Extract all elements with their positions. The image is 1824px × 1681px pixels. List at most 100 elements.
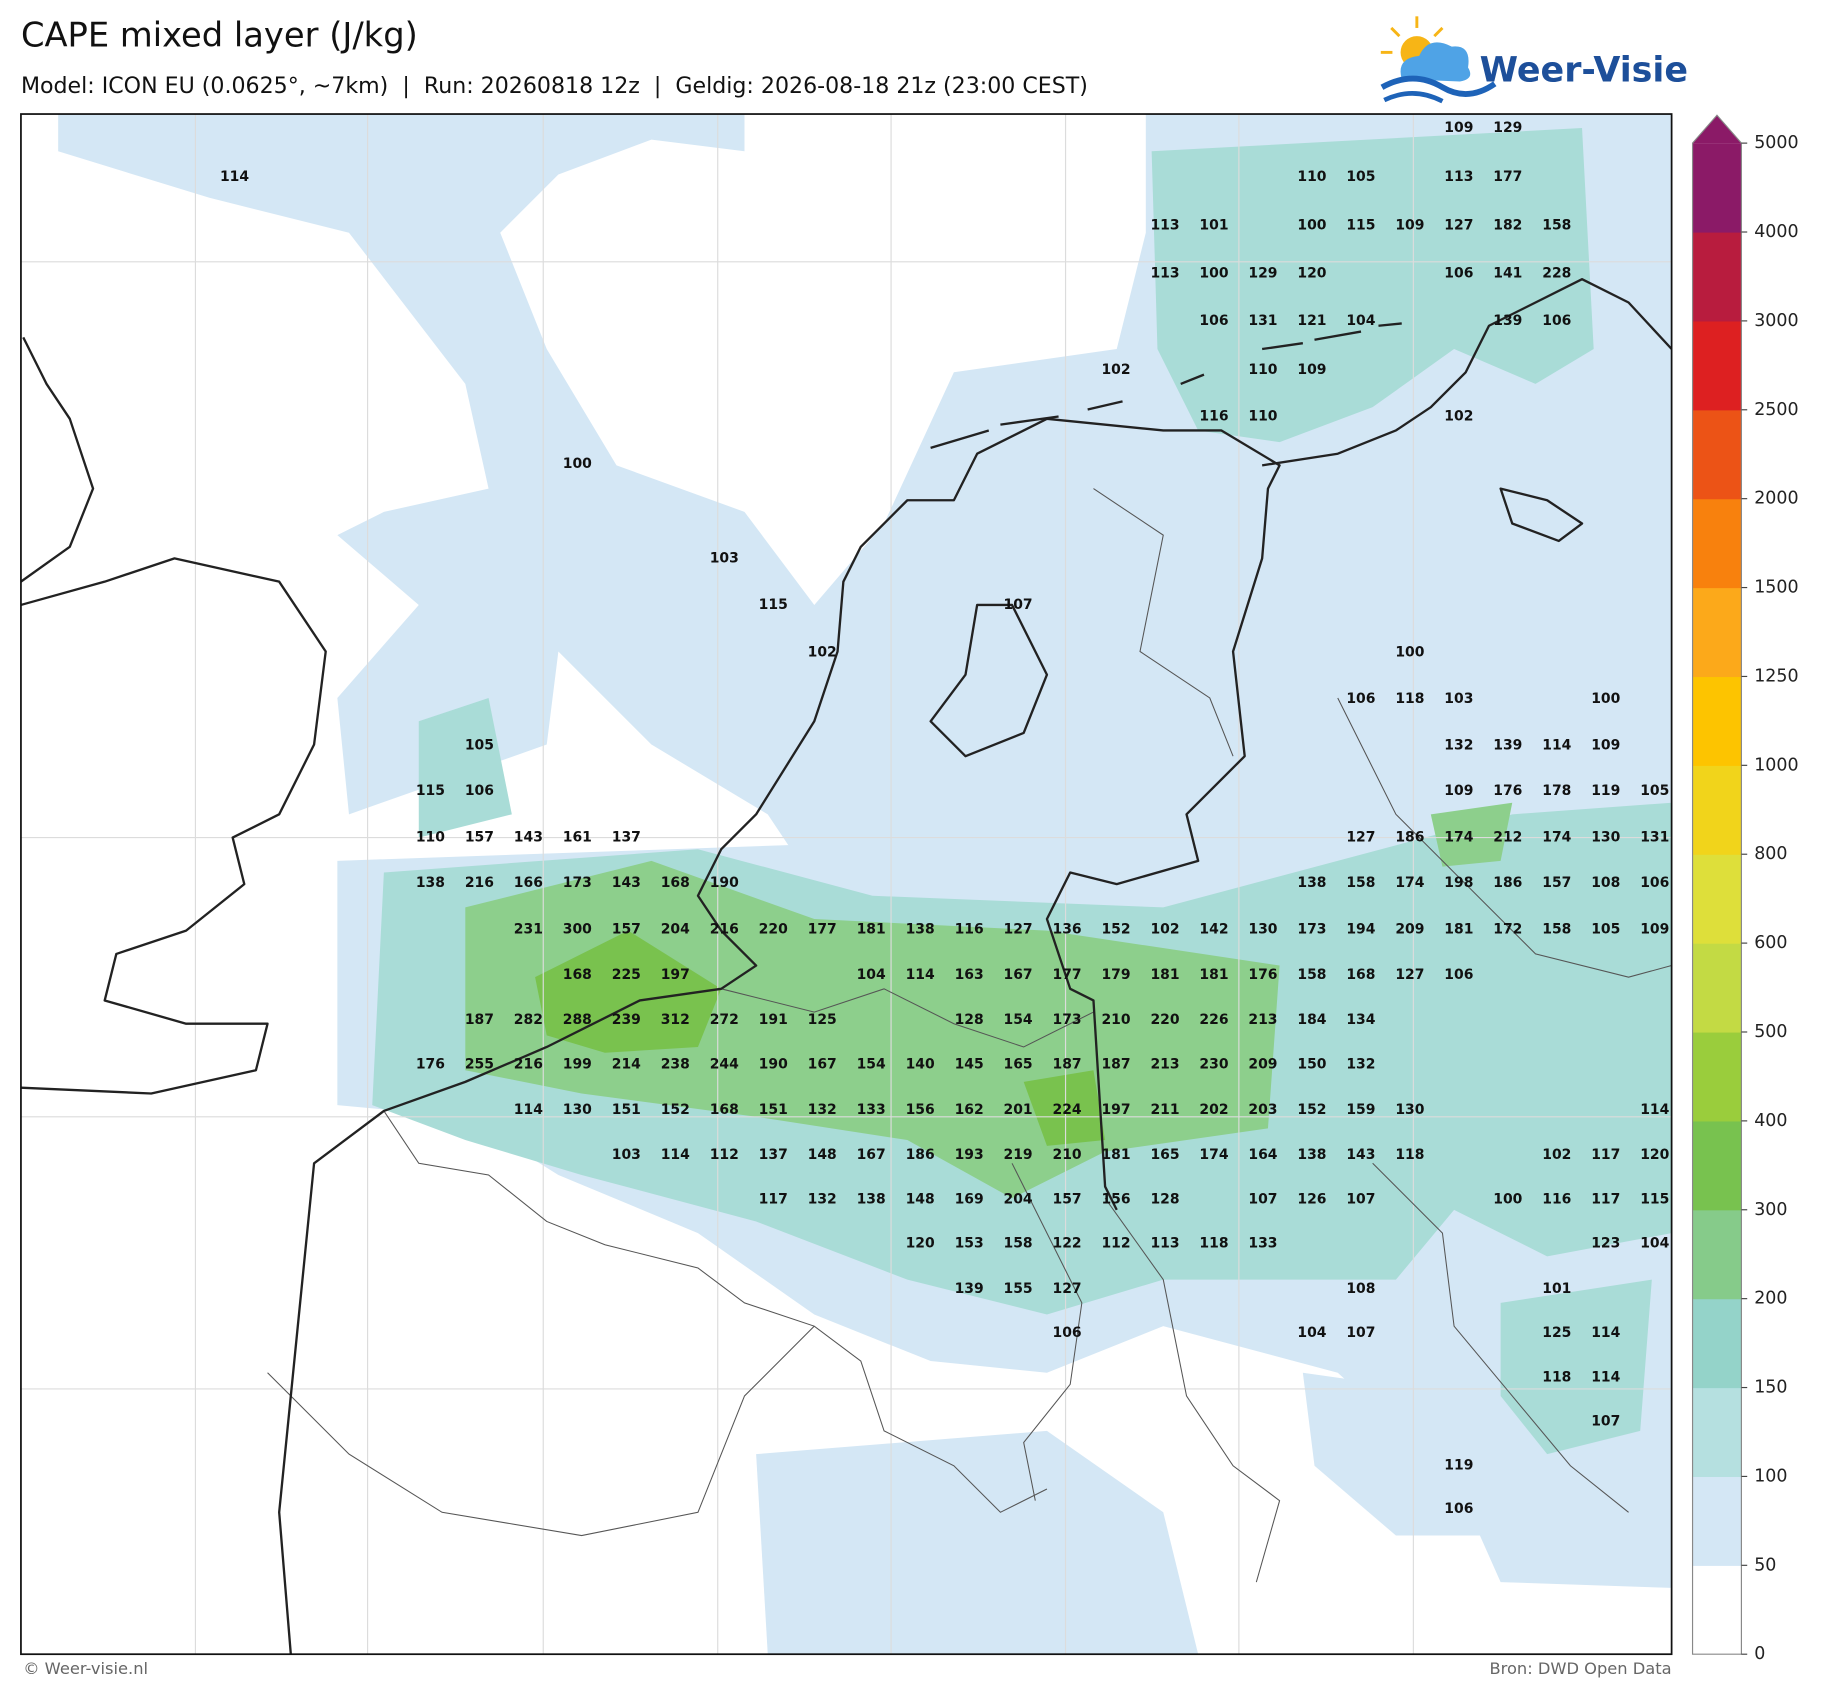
cape-label: 106 [1542, 313, 1571, 329]
cape-label: 145 [955, 1056, 984, 1072]
cape-label: 127 [1346, 830, 1375, 846]
colorbar-tick-label: 3000 [1754, 311, 1798, 331]
cape-label: 104 [1346, 313, 1375, 329]
cape-label: 191 [759, 1012, 788, 1028]
cape-label: 128 [955, 1012, 984, 1028]
colorbar-tick-label: 1250 [1754, 666, 1798, 686]
cape-label: 100 [1395, 645, 1424, 661]
cape-label: 153 [955, 1236, 984, 1252]
cape-label: 197 [1101, 1102, 1130, 1118]
cape-label: 152 [661, 1102, 690, 1118]
cape-label: 194 [1346, 921, 1375, 937]
cape-label: 168 [563, 967, 592, 983]
cape-label: 151 [759, 1102, 788, 1118]
cape-label: 100 [563, 456, 592, 472]
cape-label: 181 [1199, 967, 1228, 983]
colorbar-tick-label: 1000 [1754, 755, 1798, 775]
cape-label: 102 [1542, 1147, 1571, 1163]
cape-label: 177 [1053, 967, 1082, 983]
cape-label: 120 [1640, 1147, 1669, 1163]
cape-label: 181 [857, 921, 886, 937]
cape-label: 102 [1150, 921, 1179, 937]
cape-label: 182 [1493, 218, 1522, 234]
cape-label: 105 [1591, 921, 1620, 937]
cape-label: 103 [1444, 691, 1473, 707]
colorbar-tick-label: 2000 [1754, 489, 1798, 509]
cape-label: 213 [1150, 1056, 1179, 1072]
cape-label: 114 [1640, 1102, 1669, 1118]
colorbar-band [1692, 1476, 1742, 1566]
cape-label: 107 [1346, 1191, 1375, 1207]
cape-label: 119 [1591, 783, 1620, 799]
cape-label: 213 [1248, 1012, 1277, 1028]
colorbar-tick-label: 300 [1754, 1200, 1787, 1220]
cape-label: 151 [612, 1102, 641, 1118]
cape-label: 120 [906, 1236, 935, 1252]
cape-label: 139 [1493, 313, 1522, 329]
colorbar-tick-label: 50 [1754, 1555, 1776, 1575]
colorbar-band [1692, 765, 1742, 855]
map: 109 129 114 110 105 113 177 113 101 100 115 109 127 1… [20, 114, 1672, 1655]
colorbar-tick-label: 1500 [1754, 578, 1798, 598]
cape-label: 117 [1591, 1191, 1620, 1207]
cape-label: 187 [465, 1012, 494, 1028]
cape-label: 137 [759, 1147, 788, 1163]
colorbar-tick-label: 200 [1754, 1289, 1787, 1309]
credit: © Weer-visie.nl [23, 1659, 148, 1678]
cape-label: 114 [1542, 738, 1571, 754]
colorbar-band [1692, 409, 1742, 500]
cape-label: 158 [1346, 875, 1375, 891]
subtitle: Model: ICON EU (0.0625°, ~7km) | Run: 20… [21, 73, 1088, 99]
colorbar-tick-label: 400 [1754, 1111, 1787, 1131]
colorbar-band [1692, 320, 1742, 411]
cape-label: 104 [1640, 1236, 1669, 1252]
colorbar-band [1692, 943, 1742, 1033]
cape-label: 105 [1640, 783, 1669, 799]
cape-label: 113 [1150, 265, 1179, 281]
cape-label: 106 [465, 783, 494, 799]
cape-label: 142 [1199, 921, 1228, 937]
cape-label: 100 [1493, 1191, 1522, 1207]
cape-label: 129 [1248, 265, 1277, 281]
cape-label: 158 [1004, 1236, 1033, 1252]
cape-label: 300 [563, 921, 592, 937]
cape-label: 138 [416, 875, 445, 891]
cape-label: 104 [857, 967, 886, 983]
cape-label: 109 [1591, 738, 1620, 754]
cape-label: 110 [1297, 169, 1326, 185]
cape-label: 118 [1395, 691, 1424, 707]
cape-label: 174 [1542, 830, 1571, 846]
colorbar-band [1692, 1387, 1742, 1478]
cape-label: 224 [1053, 1102, 1082, 1118]
map-frame [20, 113, 1673, 1656]
cape-label: 132 [808, 1102, 837, 1118]
cape-label: 162 [955, 1102, 984, 1118]
cape-label: 141 [1493, 265, 1522, 281]
cape-label: 184 [1297, 1012, 1326, 1028]
cape-label: 169 [955, 1191, 984, 1207]
cape-label: 173 [1297, 921, 1326, 937]
cape-label: 107 [1346, 1325, 1375, 1341]
cape-label: 139 [1493, 738, 1522, 754]
cape-label: 199 [563, 1056, 592, 1072]
cape-label: 211 [1150, 1102, 1179, 1118]
cape-label: 101 [1542, 1281, 1571, 1297]
cape-label: 157 [1053, 1191, 1082, 1207]
cape-label: 198 [1444, 875, 1473, 891]
cape-label: 176 [416, 1056, 445, 1072]
cape-label: 101 [1199, 218, 1228, 234]
borders [267, 488, 1672, 1583]
colorbar-tick-label: 800 [1754, 844, 1787, 864]
cape-label: 130 [1591, 830, 1620, 846]
colorbar-band [1692, 587, 1742, 678]
cape-label: 114 [661, 1147, 690, 1163]
cape-label: 219 [1004, 1147, 1033, 1163]
cape-label: 214 [612, 1056, 641, 1072]
cape-label: 106 [1199, 313, 1228, 329]
cape-label: 156 [906, 1102, 935, 1118]
cape-label: 107 [1248, 1191, 1277, 1207]
source: Bron: DWD Open Data [1489, 1659, 1671, 1678]
cape-label: 190 [759, 1056, 788, 1072]
cape-label: 186 [1493, 875, 1522, 891]
cape-label: 130 [1395, 1102, 1424, 1118]
